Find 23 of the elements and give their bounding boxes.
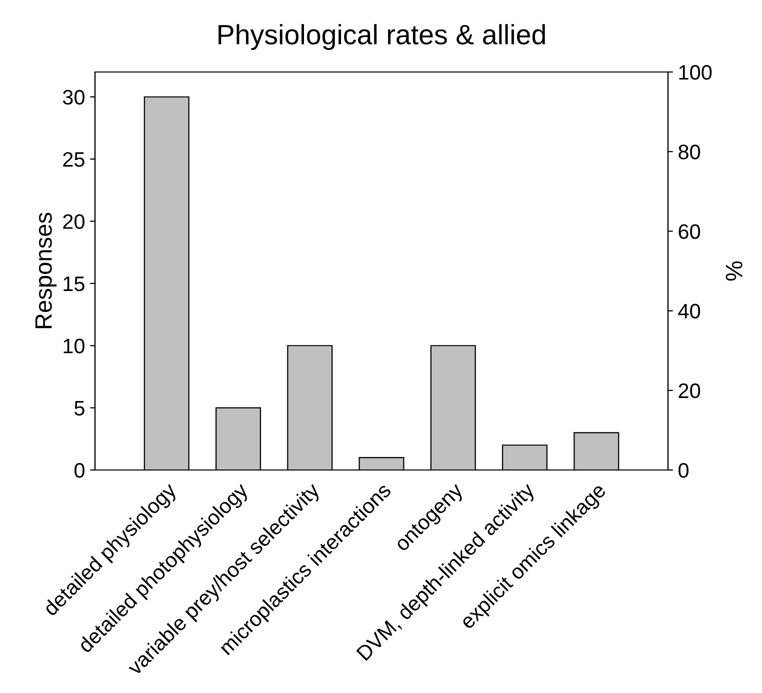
bar bbox=[358, 457, 404, 470]
bar bbox=[144, 96, 190, 470]
chart-title: Physiological rates & allied bbox=[218, 24, 545, 50]
y2-tick-label: 40 bbox=[678, 304, 700, 319]
y-tick-label: 10 bbox=[64, 338, 84, 354]
bar bbox=[502, 444, 548, 470]
y-tick-label: 25 bbox=[63, 152, 84, 167]
y2-tick-label: 80 bbox=[678, 144, 700, 160]
y2-tick-label: 0 bbox=[678, 463, 688, 478]
y-tick-label: 20 bbox=[63, 214, 84, 230]
bar bbox=[287, 345, 333, 470]
y-tick-label: 5 bbox=[74, 401, 84, 416]
y2-axis-title: % bbox=[726, 261, 742, 281]
y-tick-label: 15 bbox=[64, 276, 84, 292]
bar bbox=[430, 345, 476, 470]
y-axis-title: Responses bbox=[35, 212, 57, 328]
y2-tick-label: 100 bbox=[679, 65, 712, 80]
y2-tick-label: 60 bbox=[678, 224, 700, 239]
y-tick-label: 0 bbox=[74, 463, 84, 478]
bar bbox=[574, 432, 620, 470]
y-tick-label: 30 bbox=[62, 90, 84, 105]
bar bbox=[215, 407, 262, 470]
y2-tick-label: 20 bbox=[678, 383, 700, 398]
